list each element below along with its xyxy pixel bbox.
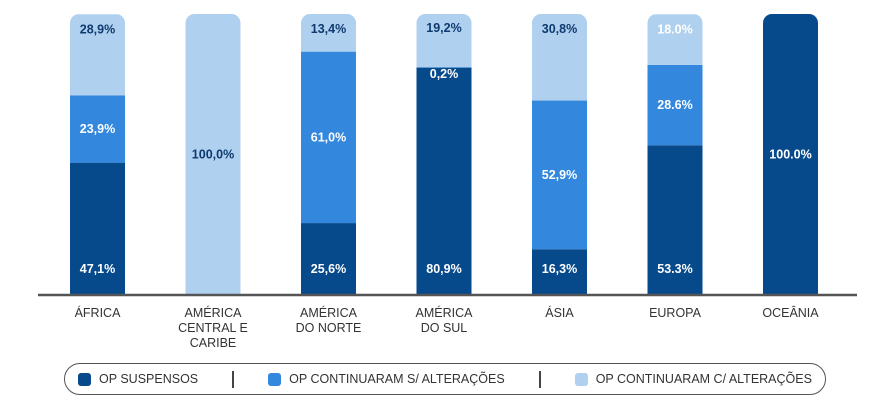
bar-segment-op-suspensos xyxy=(70,162,125,295)
data-label: 18.0% xyxy=(657,22,692,36)
data-label: 23,9% xyxy=(80,122,115,136)
x-tick-label-line: DO NORTE xyxy=(296,321,362,335)
data-label: 0,2% xyxy=(430,67,459,81)
data-label: 25,6% xyxy=(311,262,346,276)
data-label: 19,2% xyxy=(426,21,461,35)
bar-segment-op-continuaram-s-alteracoes xyxy=(647,64,703,146)
bar-oceania xyxy=(763,14,818,295)
bar-america-central-e-caribe xyxy=(185,14,241,295)
x-tick-label: AMÉRICA DO NORTE xyxy=(296,305,362,335)
bar-segment-op-continuaram-c-alteracoes xyxy=(185,14,241,295)
legend-swatch-icon xyxy=(268,372,282,386)
legend-label: OP CONTINUARAM C/ ALTERAÇÕES xyxy=(595,372,812,386)
legend-label: OP SUSPENSOS xyxy=(99,372,199,386)
bar-segment-op-suspensos xyxy=(763,14,818,295)
x-tick-label: ÁSIA xyxy=(545,305,574,320)
x-tick-label: AMÉRICA CENTRAL E CARIBE xyxy=(178,305,248,350)
x-tick-label-line: CARIBE xyxy=(190,336,237,350)
bar-america-do-norte xyxy=(301,14,356,295)
bar-asia xyxy=(532,14,587,295)
x-tick-label-line: AMÉRICA xyxy=(300,305,358,320)
bar-america-do-sul xyxy=(416,14,472,296)
legend-label: OP CONTINUARAM S/ ALTERAÇÕES xyxy=(289,372,505,386)
bar-segment-op-continuaram-c-alteracoes xyxy=(416,14,472,68)
bars-group xyxy=(70,14,818,296)
bar-segment-op-continuaram-c-alteracoes xyxy=(70,14,125,96)
data-label: 47,1% xyxy=(80,262,115,276)
x-tick-label: OCEÂNIA xyxy=(762,305,819,320)
x-tick-label-line: ÁFRICA xyxy=(75,305,122,320)
bar-segment-op-continuaram-c-alteracoes xyxy=(647,14,703,65)
bar-segment-op-continuaram-s-alteracoes xyxy=(416,67,472,68)
bar-segment-op-suspensos xyxy=(532,249,587,295)
data-label: 53.3% xyxy=(657,262,692,276)
bar-segment-op-continuaram-s-alteracoes xyxy=(301,51,356,224)
legend-swatch-icon xyxy=(574,372,588,386)
bar-segment-op-continuaram-s-alteracoes xyxy=(70,95,125,163)
bar-segment-op-continuaram-s-alteracoes xyxy=(532,100,587,250)
x-tick-label-line: ÁSIA xyxy=(545,305,574,320)
data-label: 28,9% xyxy=(80,22,115,36)
data-label: 100.0% xyxy=(769,148,811,162)
x-tick-label-line: AMÉRICA xyxy=(185,305,243,320)
legend: OP SUSPENSOS OP CONTINUARAM S/ ALTERAÇÕE… xyxy=(64,363,826,395)
x-tick-label: EUROPA xyxy=(649,306,702,320)
x-tick-label-line: AMÉRICA xyxy=(416,305,474,320)
bar-segment-op-suspensos xyxy=(416,67,472,296)
data-label: 100,0% xyxy=(192,148,234,162)
value-labels-group: 47,1% 23,9% 28,9% 100,0% 25,6% 61,0% 13,4% 80,9… xyxy=(80,21,812,276)
data-label: 16,3% xyxy=(542,262,577,276)
x-tick-label: ÁFRICA xyxy=(75,305,122,320)
bar-segment-op-suspensos xyxy=(301,223,356,295)
data-label: 28.6% xyxy=(657,98,692,112)
bar-europa xyxy=(647,14,703,295)
data-label: 30,8% xyxy=(542,22,577,36)
legend-swatch-icon xyxy=(78,372,92,386)
legend-separator xyxy=(538,370,541,388)
stacked-bar-chart: 47,1% 23,9% 28,9% 100,0% 25,6% 61,0% 13,4% 80,9… xyxy=(38,14,857,350)
x-tick-label-line: DO SUL xyxy=(421,321,468,335)
legend-separator xyxy=(232,370,235,388)
x-tick-label-line: EUROPA xyxy=(649,306,702,320)
legend-item-sem-alteracoes[interactable]: OP CONTINUARAM S/ ALTERAÇÕES xyxy=(268,372,505,386)
bar-segment-op-continuaram-c-alteracoes xyxy=(301,14,356,52)
data-label: 13,4% xyxy=(311,22,346,36)
bar-segment-op-suspensos xyxy=(647,145,703,295)
legend-item-com-alteracoes[interactable]: OP CONTINUARAM C/ ALTERAÇÕES xyxy=(574,372,812,386)
data-label: 52,9% xyxy=(542,168,577,182)
data-label: 61,0% xyxy=(311,130,346,144)
bar-segment-op-continuaram-c-alteracoes xyxy=(532,14,587,101)
data-label: 80,9% xyxy=(426,262,461,276)
x-tick-label-line: CENTRAL E xyxy=(178,321,248,335)
bar-africa xyxy=(70,14,125,295)
legend-item-suspensos[interactable]: OP SUSPENSOS xyxy=(78,372,198,386)
x-tick-label-line: OCEÂNIA xyxy=(762,305,819,320)
x-tick-label: AMÉRICA DO SUL xyxy=(416,305,474,335)
